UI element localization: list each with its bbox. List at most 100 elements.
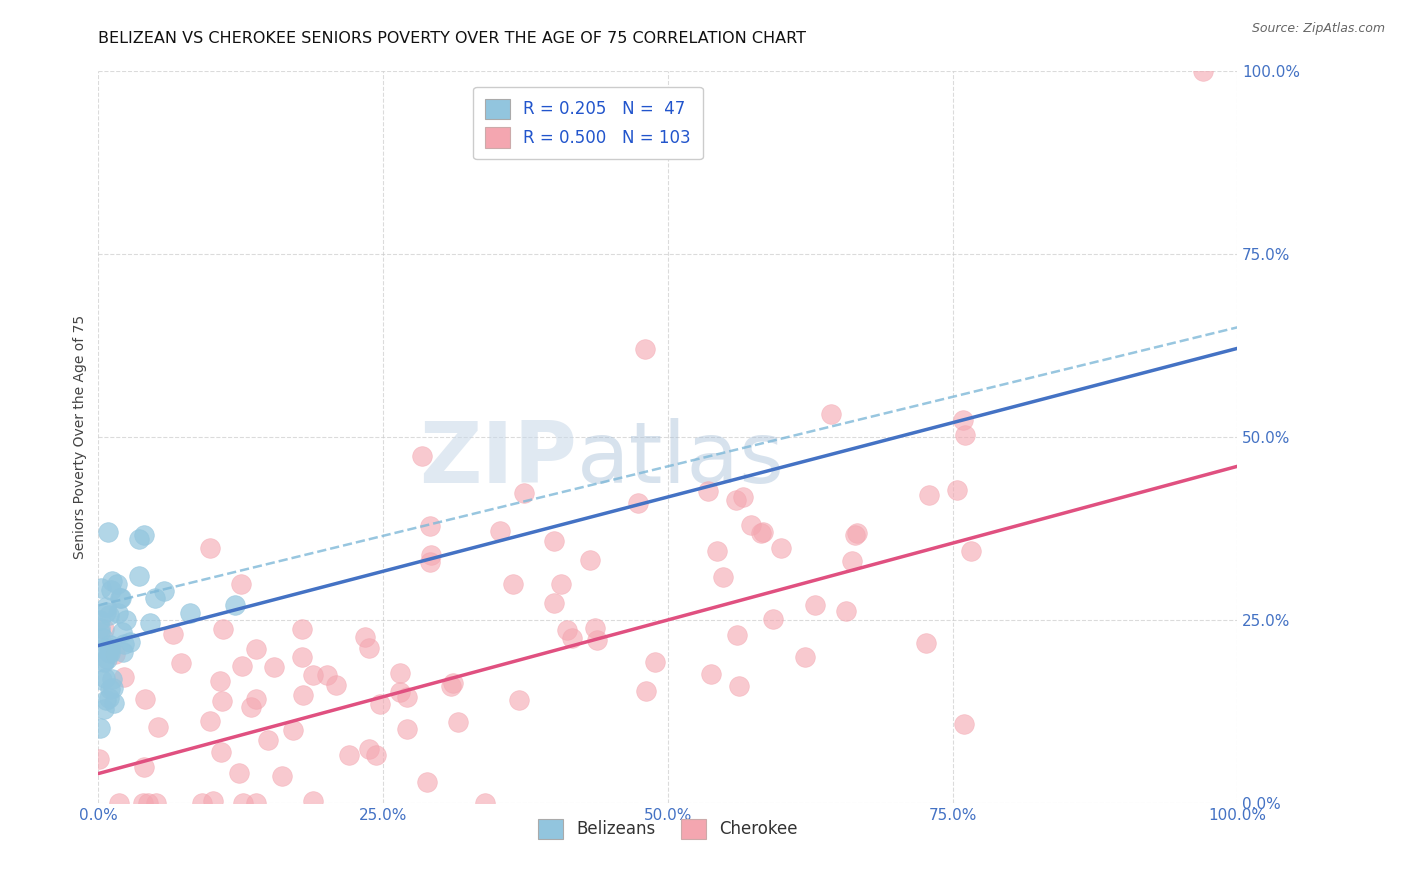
Point: [357, 742, 380, 756]
Point: [513, 485, 536, 500]
Point: [94, 600, 117, 615]
Point: [762, 612, 785, 626]
Point: [291, 622, 314, 636]
Point: [103, 696, 125, 710]
Point: [105, 576, 128, 591]
Point: [952, 413, 974, 427]
Point: [89, 613, 111, 627]
Point: [945, 483, 967, 497]
Point: [543, 596, 565, 610]
Point: [706, 543, 728, 558]
Point: [245, 641, 267, 656]
Text: atlas: atlas: [576, 417, 785, 500]
Point: [231, 576, 253, 591]
Point: [697, 483, 720, 498]
Point: [96, 525, 118, 540]
Point: [301, 668, 323, 682]
Point: [179, 606, 201, 620]
Point: [959, 544, 981, 558]
Point: [96, 605, 118, 619]
Point: [98, 646, 121, 660]
Point: [224, 599, 246, 613]
Point: [368, 697, 391, 711]
Point: [256, 733, 278, 747]
Point: [108, 796, 131, 810]
Point: [110, 591, 132, 605]
Point: [211, 694, 233, 708]
Point: [97, 608, 120, 623]
Point: [270, 769, 292, 783]
Point: [752, 524, 775, 539]
Point: [389, 684, 412, 698]
Point: [98, 638, 121, 652]
Point: [97, 645, 120, 659]
Point: [112, 645, 135, 659]
Point: [357, 640, 380, 655]
Point: [98, 681, 121, 696]
Point: [644, 655, 666, 669]
Point: [93, 702, 115, 716]
Point: [555, 624, 578, 638]
Point: [416, 775, 439, 789]
Point: [634, 343, 657, 357]
Point: [145, 796, 167, 810]
Point: [191, 796, 214, 810]
Point: [115, 613, 138, 627]
Point: [134, 691, 156, 706]
Point: [543, 533, 565, 548]
Point: [89, 624, 111, 639]
Point: [132, 796, 155, 810]
Point: [918, 488, 941, 502]
Point: [97, 643, 120, 657]
Point: [93, 623, 115, 637]
Point: [502, 577, 524, 591]
Point: [90, 582, 112, 596]
Point: [835, 604, 858, 618]
Point: [87, 752, 110, 766]
Point: [245, 796, 267, 810]
Point: [727, 679, 749, 693]
Point: [228, 765, 250, 780]
Point: [325, 677, 347, 691]
Point: [474, 796, 496, 810]
Point: [112, 637, 135, 651]
Point: [112, 670, 135, 684]
Point: [93, 656, 115, 670]
Point: [749, 525, 772, 540]
Point: [162, 627, 184, 641]
Point: [488, 524, 510, 538]
Point: [411, 449, 433, 463]
Point: [508, 693, 530, 707]
Point: [627, 496, 650, 510]
Point: [396, 690, 419, 704]
Point: [212, 622, 235, 636]
Point: [953, 717, 976, 731]
Point: [291, 650, 314, 665]
Point: [93, 655, 115, 669]
Point: [96, 693, 118, 707]
Point: [441, 675, 464, 690]
Point: [804, 598, 827, 612]
Point: [96, 652, 118, 666]
Point: [148, 720, 170, 734]
Point: [98, 641, 121, 656]
Point: [132, 760, 155, 774]
Point: [1192, 64, 1215, 78]
Point: [793, 649, 815, 664]
Point: [118, 635, 141, 649]
Point: [169, 656, 191, 670]
Point: [636, 684, 658, 698]
Point: [104, 647, 127, 661]
Point: [100, 583, 122, 598]
Point: [100, 574, 122, 589]
Point: [446, 714, 468, 729]
Point: [136, 796, 159, 810]
Point: [110, 591, 132, 605]
Point: [725, 628, 748, 642]
Point: [337, 747, 360, 762]
Point: [98, 690, 121, 705]
Point: [152, 583, 174, 598]
Point: [232, 796, 254, 810]
Point: [419, 555, 441, 569]
Point: [724, 492, 747, 507]
